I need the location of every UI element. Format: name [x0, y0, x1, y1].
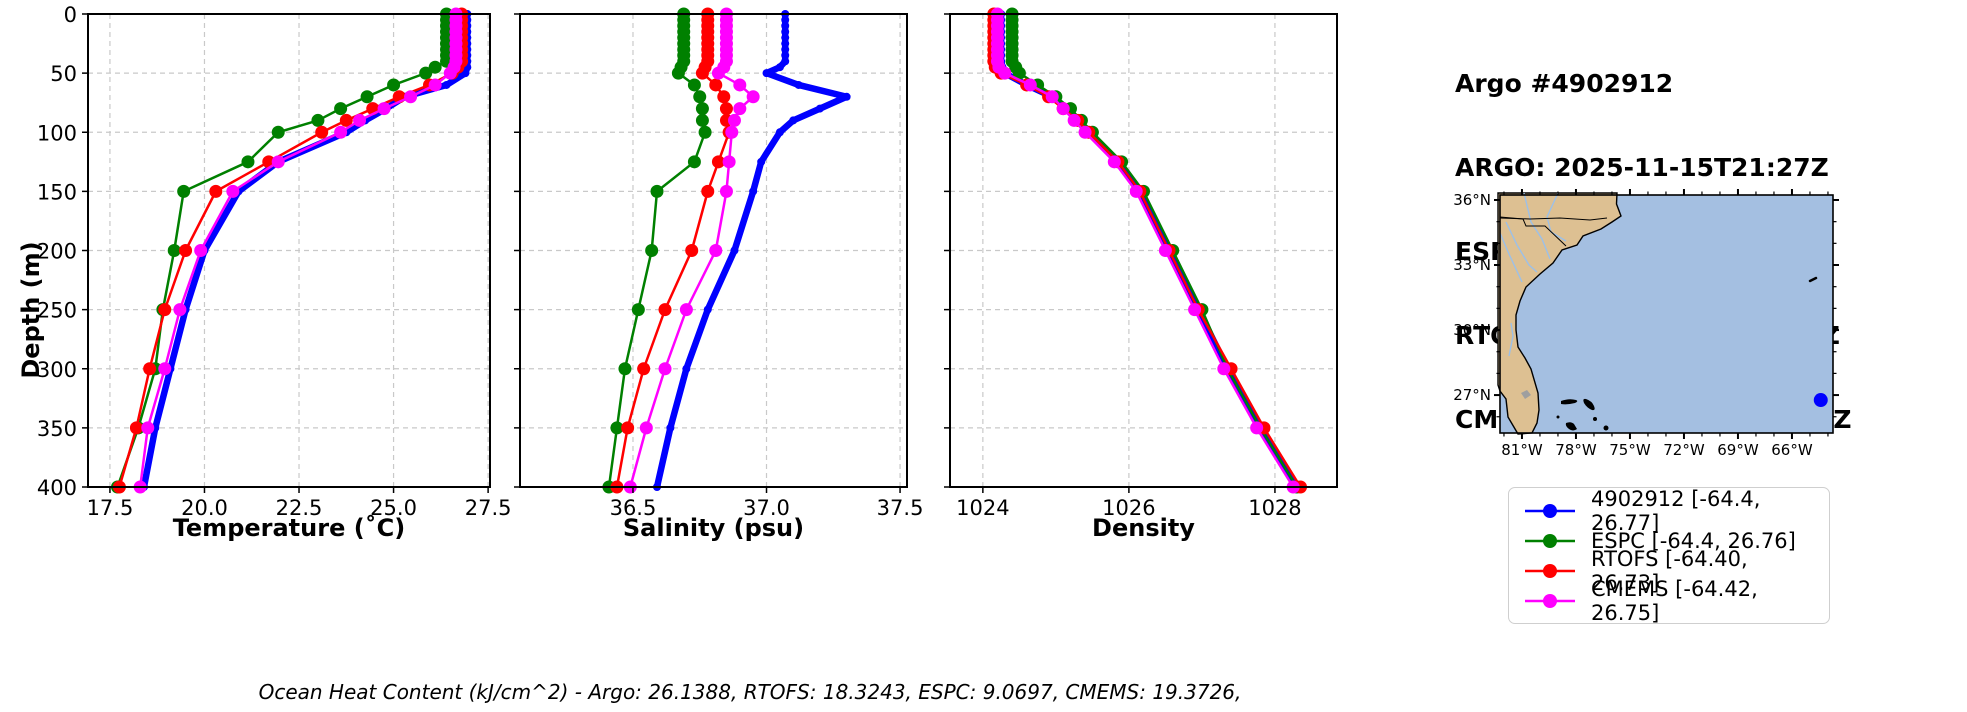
svg-text:66°W: 66°W — [1771, 441, 1813, 459]
bermuda-island — [1808, 276, 1818, 283]
y-tick-labels — [944, 13, 950, 488]
float-position-marker — [1813, 393, 1828, 408]
svg-text:75°W: 75°W — [1609, 441, 1651, 459]
legend-label: CMEMS [-64.42, 26.75] — [1591, 576, 1758, 625]
svg-text:17.5: 17.5 — [87, 496, 134, 520]
svg-text:33°N: 33°N — [1453, 256, 1491, 274]
state-borders — [1499, 216, 1608, 247]
svg-text:0: 0 — [64, 3, 77, 27]
legend: 4902912 [-64.4, 26.77] ESPC [-64.4, 26.7… — [1508, 487, 1830, 625]
lake-okeechobee — [1521, 390, 1531, 399]
temperature-plot: 17.5 20.0 22.5 25.0 27.5 0 50 100 150 200 250 300 35… — [37, 3, 512, 520]
legend-item-rtofs: RTOFS [-64.40, 26.73] — [1521, 547, 1817, 595]
cmems-profile-line — [623, 7, 760, 494]
x-tick-labels: 36.5 37.0 37.5 — [610, 487, 924, 520]
svg-text:36°N: 36°N — [1453, 191, 1491, 209]
legend-item-espc: ESPC [-64.4, 26.76] — [1521, 527, 1817, 554]
bahamas-islands — [1556, 398, 1609, 431]
figure-title: Argo #4902912 — [1455, 69, 1674, 98]
legend-marker-cmems — [1525, 593, 1575, 608]
rtofs-profile-line — [610, 7, 736, 494]
y-tick-labels — [514, 13, 520, 488]
salinity-axis-label: Salinity (psu) — [622, 514, 805, 542]
svg-text:1026: 1026 — [1102, 496, 1155, 520]
svg-text:69°W: 69°W — [1717, 441, 1759, 459]
svg-text:1028: 1028 — [1248, 496, 1301, 520]
svg-text:400: 400 — [37, 476, 77, 500]
svg-text:200: 200 — [37, 240, 77, 264]
map-ticks: 81°W 78°W 75°W 72°W 69°W 66°W 27°N 30°N 33°N 36°N — [1453, 189, 1839, 459]
legend-item-cmems: CMEMS [-64.42, 26.75] — [1521, 577, 1817, 625]
x-tick-labels: 1024 1026 1028 — [956, 487, 1302, 520]
4902912-profile-line — [653, 10, 851, 491]
legend-item-argo: 4902912 [-64.4, 26.77] — [1521, 487, 1817, 535]
gridlines — [950, 13, 1337, 488]
temperature-axis-label: Temperature (˚C) — [172, 514, 406, 542]
svg-text:78°W: 78°W — [1555, 441, 1597, 459]
svg-text:50: 50 — [50, 62, 77, 86]
svg-text:350: 350 — [37, 417, 77, 441]
legend-label: 4902912 [-64.4, 26.77] — [1591, 486, 1761, 535]
svg-text:100: 100 — [37, 121, 77, 145]
rivers — [1499, 192, 1567, 357]
svg-text:37.5: 37.5 — [877, 496, 924, 520]
svg-text:1024: 1024 — [956, 496, 1009, 520]
svg-text:20.0: 20.0 — [181, 496, 228, 520]
svg-text:30°N: 30°N — [1453, 321, 1491, 339]
legend-marker-espc — [1525, 533, 1575, 548]
svg-text:25.0: 25.0 — [370, 496, 417, 520]
svg-text:22.5: 22.5 — [276, 496, 323, 520]
salinity-plot: 36.5 37.0 37.5 — [514, 7, 923, 520]
density-plot: 1024 1026 1028 — [944, 7, 1338, 520]
legend-marker-argo — [1525, 503, 1575, 518]
cmems-profile-line — [133, 7, 463, 494]
x-tick-labels: 17.5 20.0 22.5 25.0 27.5 — [87, 487, 512, 520]
svg-text:150: 150 — [37, 180, 77, 204]
map-frame — [1499, 194, 1834, 434]
argo-time-line: ARGO: 2025-11-15T21:27Z — [1455, 153, 1829, 182]
y-tick-labels: 0 50 100 150 200 250 300 350 400 — [37, 3, 88, 500]
svg-text:250: 250 — [37, 299, 77, 323]
legend-label: ESPC [-64.4, 26.76] — [1591, 528, 1796, 553]
location-map: 81°W 78°W 75°W 72°W 69°W 66°W 27°N 30°N 33°N 36°N — [1453, 189, 1839, 459]
svg-text:300: 300 — [37, 358, 77, 382]
coastline-land — [1497, 192, 1622, 435]
svg-text:27°N: 27°N — [1453, 386, 1491, 404]
svg-text:81°W: 81°W — [1501, 441, 1543, 459]
density-axis-label: Density — [1092, 514, 1195, 542]
legend-label: RTOFS [-64.40, 26.73] — [1591, 546, 1748, 595]
svg-text:72°W: 72°W — [1663, 441, 1705, 459]
svg-text:37.0: 37.0 — [743, 496, 790, 520]
cmems-profile-line — [990, 7, 1300, 494]
svg-text:36.5: 36.5 — [610, 496, 657, 520]
legend-marker-rtofs — [1525, 563, 1575, 578]
ohc-annotation: Ocean Heat Content (kJ/cm^2) - Argo: 26.… — [258, 680, 1242, 704]
svg-text:27.5: 27.5 — [465, 496, 512, 520]
